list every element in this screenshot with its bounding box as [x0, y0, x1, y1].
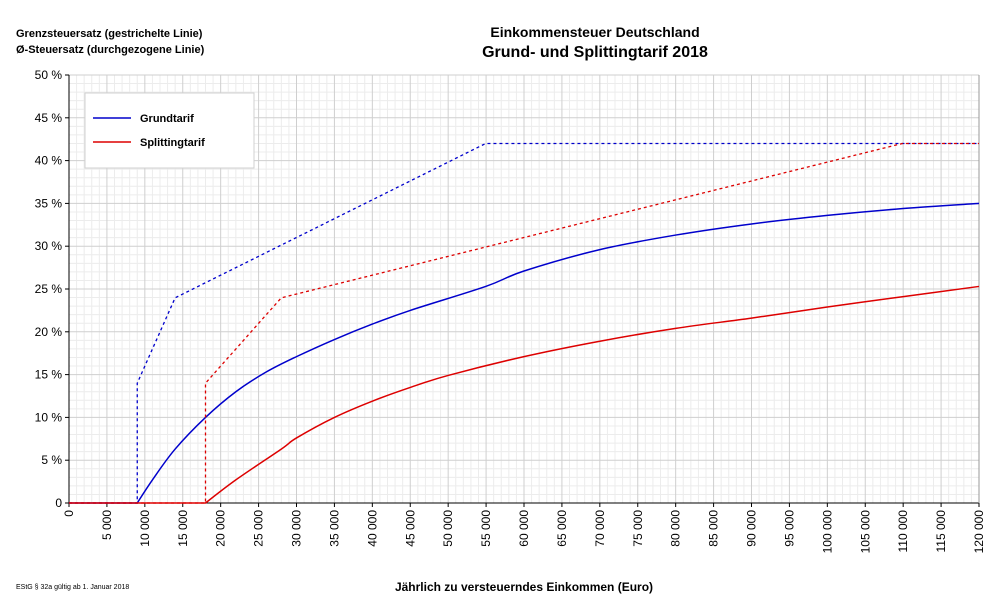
- y-tick-label: 10 %: [35, 410, 63, 424]
- x-tick-label: 30 000: [290, 510, 304, 547]
- x-tick-label: 50 000: [441, 510, 455, 547]
- x-tick-label: 100 000: [820, 510, 834, 554]
- y-tick-label: 25 %: [35, 282, 63, 296]
- x-tick-label: 65 000: [555, 510, 569, 547]
- x-tick-label: 10 000: [138, 510, 152, 547]
- x-tick-label: 95 000: [782, 510, 796, 547]
- splittingtarif-average-line: [69, 285, 980, 504]
- x-tick-label: 40 000: [365, 510, 379, 547]
- x-tick-label: 35 000: [327, 510, 341, 547]
- x-tick-label: 85 000: [707, 510, 721, 547]
- grundtarif-average-line: [69, 202, 980, 504]
- y-tick-label: 5 %: [41, 453, 62, 467]
- y-tick-label: 40 %: [35, 154, 63, 168]
- y-tick-label: 0: [55, 496, 62, 510]
- x-tick-label: 60 000: [517, 510, 531, 547]
- chart-title-line2: Grund- und Splittingtarif 2018: [482, 44, 708, 61]
- x-tick-label: 45 000: [403, 510, 417, 547]
- x-tick-label: 120 000: [972, 510, 986, 554]
- y-tick-label: 35 %: [35, 196, 63, 210]
- x-tick-label: 110 000: [896, 510, 910, 553]
- x-tick-label: 0: [62, 510, 76, 517]
- y-tick-label: 15 %: [35, 368, 63, 382]
- x-tick-label: 5 000: [100, 510, 114, 540]
- y-tick-label: 50 %: [35, 68, 63, 82]
- note-marginal-rate: Grenzsteuersatz (gestrichelte Linie): [16, 28, 203, 40]
- chart-title-line1: Einkommensteuer Deutschland: [490, 24, 700, 40]
- legend-label: Splittingtarif: [140, 137, 205, 149]
- legend-box: [84, 92, 255, 169]
- x-tick-label: 80 000: [669, 510, 683, 547]
- x-tick-label: 105 000: [858, 510, 872, 554]
- x-tick-label: 90 000: [745, 510, 759, 547]
- splittingtarif-marginal-line: [69, 142, 979, 504]
- x-tick-label: 70 000: [593, 510, 607, 547]
- source-note: EStG § 32a gültig ab 1. Januar 2018: [16, 584, 130, 591]
- x-tick-label: 25 000: [252, 510, 266, 547]
- note-average-rate: Ø-Steuersatz (durchgezogene Linie): [16, 44, 205, 56]
- x-tick-label: 115 000: [934, 510, 948, 553]
- y-tick-label: 45 %: [35, 111, 63, 125]
- x-tick-label: 20 000: [214, 510, 228, 547]
- series-lines: [69, 142, 980, 504]
- legend-label: Grundtarif: [140, 113, 194, 125]
- x-tick-label: 75 000: [631, 510, 645, 547]
- tick-labels: 0 5 % 10 % 15 % 20 % 25 % 30 % 35 % 40 % 45 % 50 %…: [35, 68, 986, 553]
- y-tick-label: 20 %: [35, 325, 63, 339]
- x-axis-label: Jährlich zu versteuerndes Einkommen (Eur…: [394, 580, 654, 594]
- legend: Grundtarif Splittingtarif: [84, 92, 255, 169]
- x-tick-label: 55 000: [479, 510, 493, 547]
- y-tick-label: 30 %: [35, 239, 63, 253]
- x-tick-label: 15 000: [176, 510, 190, 547]
